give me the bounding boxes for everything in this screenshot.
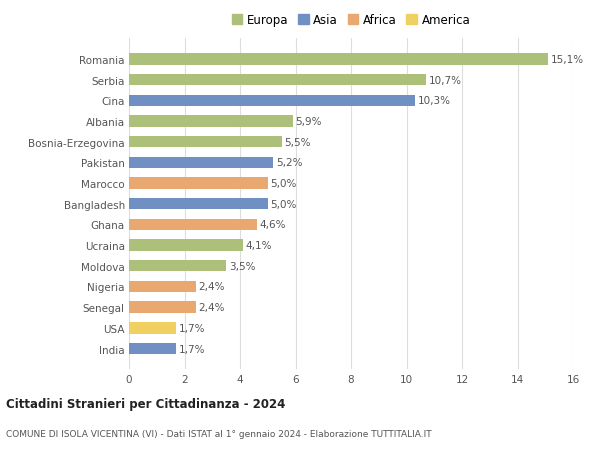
Bar [129, 343, 176, 354]
Bar [129, 281, 196, 292]
Text: 2,4%: 2,4% [199, 302, 225, 313]
Bar [129, 75, 426, 86]
Text: 5,5%: 5,5% [284, 137, 311, 147]
Bar [129, 240, 243, 251]
Text: 5,9%: 5,9% [296, 117, 322, 127]
Text: 4,1%: 4,1% [245, 241, 272, 251]
Text: 3,5%: 3,5% [229, 261, 256, 271]
Text: 10,7%: 10,7% [428, 75, 462, 85]
Text: COMUNE DI ISOLA VICENTINA (VI) - Dati ISTAT al 1° gennaio 2024 - Elaborazione TU: COMUNE DI ISOLA VICENTINA (VI) - Dati IS… [6, 429, 431, 438]
Bar [129, 323, 176, 334]
Text: 5,2%: 5,2% [276, 158, 302, 168]
Bar [129, 137, 281, 148]
Bar [129, 219, 257, 230]
Text: 15,1%: 15,1% [551, 55, 584, 65]
Text: 5,0%: 5,0% [271, 179, 297, 189]
Bar [129, 199, 268, 210]
Bar [129, 157, 274, 168]
Bar [129, 95, 415, 106]
Text: 1,7%: 1,7% [179, 323, 205, 333]
Legend: Europa, Asia, Africa, America: Europa, Asia, Africa, America [229, 12, 473, 29]
Bar [129, 178, 268, 189]
Text: 10,3%: 10,3% [418, 96, 451, 106]
Text: Cittadini Stranieri per Cittadinanza - 2024: Cittadini Stranieri per Cittadinanza - 2… [6, 397, 286, 410]
Text: 4,6%: 4,6% [259, 220, 286, 230]
Text: 1,7%: 1,7% [179, 344, 205, 354]
Text: 5,0%: 5,0% [271, 199, 297, 209]
Bar [129, 54, 548, 65]
Text: 2,4%: 2,4% [199, 282, 225, 292]
Bar [129, 116, 293, 127]
Bar [129, 261, 226, 272]
Bar [129, 302, 196, 313]
